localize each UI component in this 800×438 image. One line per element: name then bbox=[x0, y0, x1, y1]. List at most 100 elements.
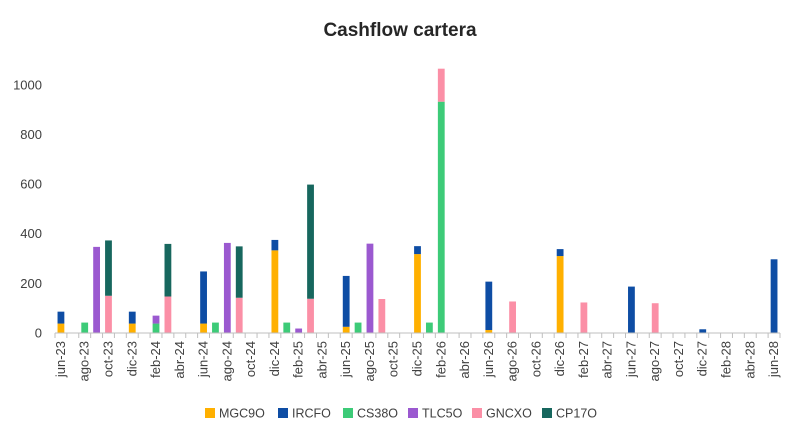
legend-swatch bbox=[472, 408, 482, 418]
legend-label: CP17O bbox=[556, 407, 597, 421]
x-tick-label: jun-27 bbox=[623, 341, 638, 378]
y-tick-label: 600 bbox=[20, 177, 42, 192]
x-tick-label: ago-26 bbox=[505, 341, 520, 381]
bar-cs38o-ene-26 bbox=[425, 322, 433, 333]
bar-mgc9o-dic-23 bbox=[128, 323, 136, 333]
bar-gncxo-mar-25 bbox=[307, 298, 314, 333]
bar-ircfo-jun-28 bbox=[770, 259, 778, 333]
y-tick-label: 200 bbox=[20, 276, 42, 291]
x-tick-label: abr-26 bbox=[457, 341, 472, 379]
x-tick-label: abr-24 bbox=[172, 341, 187, 379]
bar-ircfo-jun-23 bbox=[57, 311, 65, 324]
x-tick-label: feb-28 bbox=[719, 341, 734, 378]
x-tick-label: oct-24 bbox=[243, 341, 258, 377]
y-tick-label: 0 bbox=[35, 326, 42, 341]
bar-cs38o-jul-25 bbox=[354, 322, 362, 333]
x-tick-label: oct-27 bbox=[671, 341, 686, 377]
legend-item-tlc5o: TLC5O bbox=[408, 407, 463, 421]
x-tick-label: jun-25 bbox=[338, 341, 353, 378]
x-tick-label: abr-25 bbox=[314, 341, 329, 379]
legend-label: TLC5O bbox=[422, 407, 463, 421]
legend-item-cs38o: CS38O bbox=[343, 407, 398, 421]
x-tick-label: oct-25 bbox=[386, 341, 401, 377]
x-tick-label: dic-25 bbox=[410, 341, 425, 376]
y-tick-label: 400 bbox=[20, 226, 42, 241]
x-tick-label: dic-27 bbox=[695, 341, 710, 376]
legend-label: GNCXO bbox=[486, 407, 532, 421]
x-tick-label: dic-26 bbox=[552, 341, 567, 376]
x-tick-label: feb-27 bbox=[576, 341, 591, 378]
x-tick-label: oct-26 bbox=[528, 341, 543, 377]
x-axis: jun-23 ago-23 oct-23 dic-23 feb-24 abr-24 jun-… bbox=[53, 332, 781, 381]
bar-cs38o-jul-24 bbox=[212, 322, 219, 333]
bar-cs38o-feb-24 bbox=[152, 323, 160, 333]
x-tick-label: ago-23 bbox=[77, 341, 92, 381]
x-tick-label: feb-25 bbox=[291, 341, 306, 378]
bar-gncxo-oct-23 bbox=[105, 295, 112, 333]
x-tick-label: ago-25 bbox=[362, 341, 377, 381]
x-tick-label: feb-26 bbox=[433, 341, 448, 378]
x-tick-label: dic-23 bbox=[124, 341, 139, 376]
bar-gncxo-ago-27 bbox=[651, 303, 659, 333]
legend-label: CS38O bbox=[357, 407, 398, 421]
x-tick-label: abr-28 bbox=[742, 341, 757, 379]
bar-gncxo-mar-24 bbox=[164, 296, 172, 333]
bar-tlc5o-ago-24 bbox=[223, 242, 231, 333]
bar-gncxo-sep-24 bbox=[235, 297, 243, 333]
y-axis: 0 200 400 600 800 1000 bbox=[13, 77, 42, 340]
legend-label: IRCFO bbox=[292, 407, 331, 421]
legend-label: MGC9O bbox=[219, 407, 265, 421]
bar-ircfo-jun-26 bbox=[485, 281, 493, 331]
x-tick-label: jun-23 bbox=[53, 341, 68, 378]
bar-ircfo-dic-25 bbox=[414, 246, 421, 255]
chart-title: Cashflow cartera bbox=[323, 20, 477, 41]
x-tick-label: ago-24 bbox=[219, 341, 234, 381]
bar-mgc9o-jun-26 bbox=[485, 330, 493, 333]
x-tick-label: feb-24 bbox=[148, 341, 163, 378]
bars-group bbox=[57, 68, 778, 333]
bar-mgc9o-dic-24 bbox=[271, 250, 279, 333]
legend-item-mgc9o: MGC9O bbox=[205, 407, 265, 421]
bar-mgc9o-jun-23 bbox=[57, 323, 65, 333]
x-tick-label: jun-26 bbox=[481, 341, 496, 378]
bar-tlc5o-feb-24 bbox=[152, 315, 160, 324]
legend-swatch bbox=[343, 408, 353, 418]
bar-gncxo-sep-25 bbox=[378, 299, 386, 333]
x-tick-label: jun-28 bbox=[766, 341, 781, 378]
bar-ircfo-jun-24 bbox=[200, 271, 207, 324]
bar-ircfo-dic-23 bbox=[128, 311, 136, 324]
y-tick-label: 800 bbox=[20, 127, 42, 142]
bar-mgc9o-jun-25 bbox=[342, 326, 350, 333]
legend-item-ircfo: IRCFO bbox=[278, 407, 331, 421]
bar-cp17o-mar-25 bbox=[307, 184, 314, 299]
legend-swatch bbox=[408, 408, 418, 418]
legend-item-cp17o: CP17O bbox=[542, 407, 597, 421]
legend-swatch bbox=[278, 408, 288, 418]
bar-cp17o-sep-24 bbox=[235, 246, 243, 298]
bar-cs38o-ago-23 bbox=[81, 322, 89, 333]
bar-cs38o-feb-26 bbox=[437, 101, 445, 333]
bar-ircfo-dic-27 bbox=[699, 329, 707, 333]
bar-cp17o-oct-23 bbox=[105, 240, 112, 296]
x-tick-label: oct-23 bbox=[100, 341, 115, 377]
x-tick-label: abr-27 bbox=[600, 341, 615, 379]
bar-gncxo-feb-26 bbox=[437, 68, 445, 102]
y-tick-label: 1000 bbox=[13, 77, 42, 92]
x-tick-label: jun-24 bbox=[196, 341, 211, 378]
bar-ircfo-dic-26 bbox=[556, 249, 564, 257]
legend-swatch bbox=[205, 408, 215, 418]
bar-cs38o-ene-25 bbox=[283, 322, 291, 333]
x-tick-label: ago-27 bbox=[647, 341, 662, 381]
legend-swatch bbox=[542, 408, 552, 418]
legend: MGC9O IRCFO CS38O TLC5O GNCXO CP17O bbox=[205, 407, 597, 421]
bar-ircfo-dic-24 bbox=[271, 239, 279, 251]
bar-mgc9o-dic-26 bbox=[556, 256, 564, 333]
legend-item-gncxo: GNCXO bbox=[472, 407, 532, 421]
bar-tlc5o-feb-25 bbox=[295, 328, 303, 333]
bar-mgc9o-jun-24 bbox=[200, 323, 207, 333]
bar-gncxo-ago-26 bbox=[509, 301, 516, 333]
bar-ircfo-jun-25 bbox=[342, 275, 350, 327]
bar-mgc9o-dic-25 bbox=[414, 254, 421, 333]
